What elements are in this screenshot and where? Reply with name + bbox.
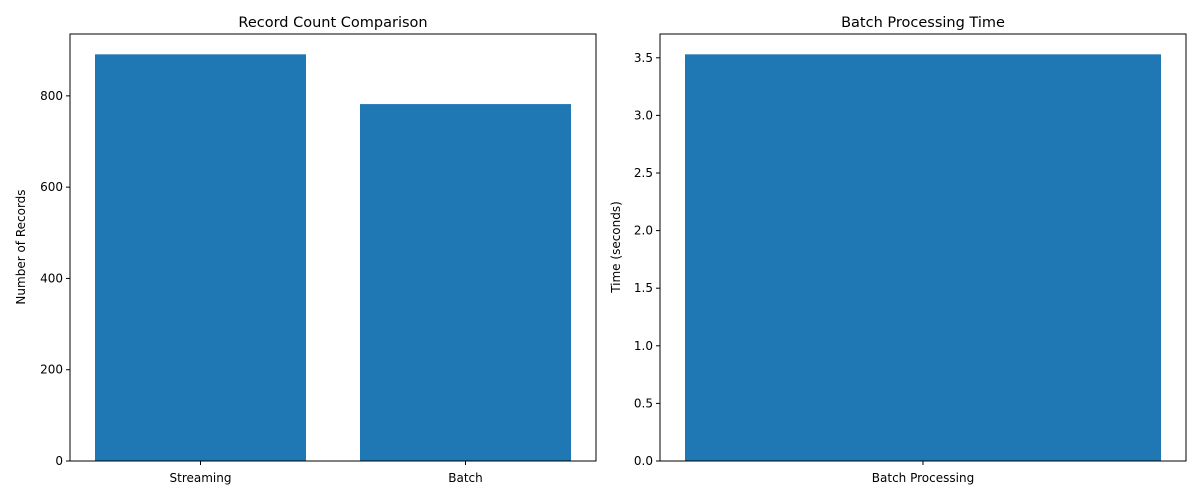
y-tick-label: 400 xyxy=(40,271,63,285)
axes-frame xyxy=(69,33,597,462)
bar-batch xyxy=(360,104,571,462)
bar-batch-processing xyxy=(685,54,1161,461)
y-tick-label: 1.0 xyxy=(634,339,653,353)
y-ticks-group: 0 200 400 600 800 xyxy=(40,89,70,468)
y-tick-label: 1.5 xyxy=(634,281,653,295)
bars-group xyxy=(95,54,571,462)
x-tick-label: Batch xyxy=(448,471,483,485)
chart-panel-record-count: Record Count Comparison Number of Record… xyxy=(14,15,597,485)
y-tick-label: 2.5 xyxy=(634,166,653,180)
y-tick-label: 3.0 xyxy=(634,108,653,122)
axes-frame xyxy=(659,33,1187,462)
y-tick-label: 3.5 xyxy=(634,51,653,65)
x-tick-label: Streaming xyxy=(170,471,232,485)
y-tick-label: 2.0 xyxy=(634,224,653,238)
y-tick-label: 0.0 xyxy=(634,454,653,468)
y-ticks-group: 0.0 0.5 1.0 1.5 2.0 2.5 3.0 3.5 xyxy=(634,51,660,468)
bar-streaming xyxy=(95,54,306,461)
y-tick-label: 800 xyxy=(40,89,63,103)
chart-panel-processing-time: Batch Processing Time Time (seconds) 0.0… xyxy=(609,15,1187,485)
y-tick-label: 0.5 xyxy=(634,396,653,410)
y-axis-label: Time (seconds) xyxy=(609,201,623,294)
y-tick-label: 600 xyxy=(40,180,63,194)
bars-group xyxy=(685,54,1161,461)
x-ticks-group: Streaming Batch xyxy=(170,461,483,485)
x-ticks-group: Batch Processing xyxy=(872,461,974,485)
y-tick-label: 200 xyxy=(40,363,63,377)
x-tick-label: Batch Processing xyxy=(872,471,974,485)
chart-title: Batch Processing Time xyxy=(841,15,1005,31)
y-tick-label: 0 xyxy=(55,454,63,468)
y-axis-label: Number of Records xyxy=(14,189,28,304)
chart-title: Record Count Comparison xyxy=(238,15,427,31)
